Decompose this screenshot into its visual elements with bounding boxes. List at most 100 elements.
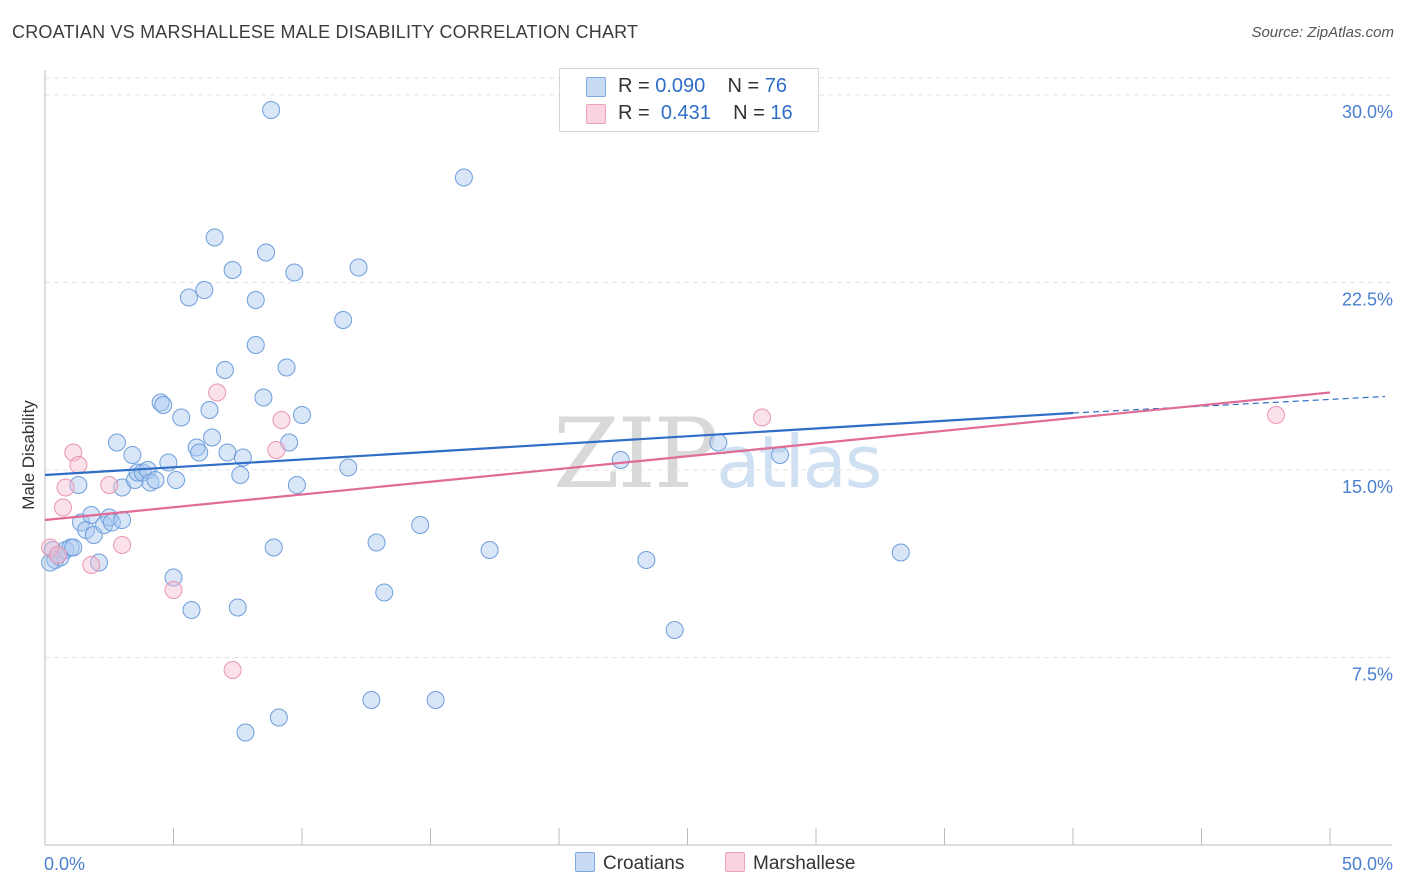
legend-r-label: R = [618, 102, 650, 124]
trend-line-croatians [44, 411, 1074, 477]
data-point-croatians [285, 263, 304, 282]
source-credit: Source: ZipAtlas.com [1251, 24, 1394, 41]
series-marshallese [41, 383, 1286, 679]
legend-n-label: N = [727, 75, 760, 97]
data-point-croatians [190, 443, 209, 462]
y-tick-label: 30.0% [1342, 102, 1393, 122]
data-point-croatians [277, 358, 296, 377]
data-point-marshallese [48, 546, 67, 564]
data-point-croatians [146, 471, 165, 489]
watermark: ZIPatlas [553, 398, 882, 510]
bottom-legend-croatians: Croatians [575, 852, 684, 875]
x-tick-label: 50.0% [1342, 854, 1393, 874]
legend-r-value: 0.090 [655, 75, 706, 97]
data-point-croatians [367, 533, 386, 552]
data-point-marshallese [1267, 406, 1286, 424]
data-point-croatians [215, 361, 234, 379]
data-point-croatians [223, 261, 242, 279]
data-point-croatians [125, 471, 144, 489]
data-point-croatians [334, 311, 353, 329]
bottom-legend-swatch-marshallese [725, 852, 745, 872]
data-point-croatians [293, 406, 311, 424]
data-point-marshallese [223, 661, 242, 679]
data-point-croatians [187, 438, 206, 457]
data-point-croatians [246, 336, 265, 354]
data-point-marshallese [82, 556, 101, 574]
series-croatians [41, 101, 910, 742]
data-point-croatians [123, 446, 142, 464]
chart-title: CROATIAN VS MARSHALLESE MALE DISABILITY … [12, 22, 639, 42]
data-point-croatians [231, 466, 250, 484]
data-point-croatians [269, 708, 288, 727]
y-axis-label: Male Disability [19, 400, 38, 510]
data-point-croatians [151, 393, 170, 412]
data-point-croatians [349, 258, 368, 277]
data-point-croatians [205, 228, 224, 247]
bottom-legend-label: Marshallese [753, 853, 856, 874]
data-point-marshallese [53, 498, 72, 517]
data-point-croatians [41, 553, 60, 572]
data-point-marshallese [272, 411, 291, 429]
data-point-croatians [164, 568, 183, 587]
data-point-croatians [182, 601, 201, 619]
legend-swatch-marshallese [586, 104, 606, 124]
bottom-legend-marshallese: Marshallese [725, 852, 855, 875]
watermark-atlas: atlas [716, 420, 882, 504]
data-point-croatians [257, 243, 276, 262]
data-point-croatians [200, 401, 219, 419]
data-point-croatians [172, 408, 191, 427]
data-point-croatians [262, 101, 281, 119]
data-point-marshallese [208, 383, 227, 402]
data-point-croatians [228, 598, 247, 617]
data-point-croatians [454, 168, 473, 187]
data-point-croatians [339, 458, 358, 477]
data-point-croatians [167, 471, 186, 489]
data-point-croatians [113, 511, 132, 529]
trend-line-marshallese [44, 391, 1331, 522]
data-point-croatians [665, 621, 684, 639]
data-point-marshallese [113, 536, 132, 554]
watermark-zip: ZIP [553, 398, 718, 510]
data-point-croatians [203, 428, 222, 447]
data-point-croatians [179, 288, 198, 307]
data-point-croatians [246, 291, 265, 309]
trend-line-extension-croatians [1072, 395, 1386, 414]
y-tick-label: 7.5% [1352, 665, 1393, 685]
data-point-marshallese [164, 581, 183, 599]
data-point-croatians [107, 433, 126, 452]
data-point-marshallese [267, 441, 286, 459]
data-point-croatians [264, 538, 283, 557]
legend: R = 0.090 N = 76 R = 0.431 N = 16 [559, 68, 819, 132]
legend-n-label: N = [733, 102, 765, 124]
bottom-legend-swatch-croatians [575, 852, 595, 872]
data-point-croatians [254, 388, 273, 407]
legend-n-value: 16 [770, 102, 793, 124]
data-point-marshallese [56, 478, 75, 497]
data-point-croatians [611, 451, 630, 469]
bottom-legend-label: Croatians [603, 853, 685, 874]
data-point-marshallese [41, 538, 60, 557]
data-point-croatians [411, 516, 430, 534]
data-point-croatians [375, 583, 394, 602]
data-point-croatians [287, 476, 306, 494]
legend-r-value: 0.431 [660, 102, 711, 124]
data-point-croatians [709, 433, 728, 452]
data-point-croatians [64, 538, 83, 557]
data-point-croatians [637, 551, 656, 569]
data-point-marshallese [100, 476, 119, 494]
data-point-croatians [141, 473, 160, 492]
data-point-croatians [154, 396, 173, 414]
data-point-croatians [362, 691, 381, 709]
data-point-croatians [195, 281, 214, 299]
data-point-croatians [426, 691, 445, 709]
legend-r-label: R = [618, 75, 650, 97]
data-point-croatians [218, 443, 237, 462]
x-tick-label: 0.0% [44, 854, 85, 874]
y-tick-label: 22.5% [1342, 290, 1393, 310]
data-point-croatians [480, 541, 499, 559]
data-point-marshallese [753, 408, 772, 427]
data-point-croatians [891, 543, 910, 562]
legend-swatch-croatians [586, 77, 606, 97]
data-point-croatians [771, 446, 790, 464]
